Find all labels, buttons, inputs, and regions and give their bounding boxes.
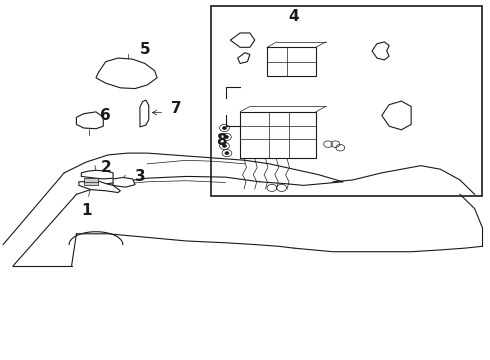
Text: 4: 4 [289, 9, 299, 24]
Polygon shape [240, 112, 316, 158]
Polygon shape [267, 47, 316, 76]
Polygon shape [230, 33, 255, 47]
Polygon shape [238, 53, 250, 63]
Text: 1: 1 [81, 203, 92, 218]
Bar [211, 6, 482, 196]
Polygon shape [79, 181, 121, 193]
Text: 7: 7 [172, 101, 182, 116]
Text: 3: 3 [135, 169, 145, 184]
Polygon shape [84, 178, 98, 185]
Circle shape [224, 135, 228, 138]
Text: 5: 5 [140, 42, 150, 57]
Circle shape [222, 127, 226, 130]
Text: 2: 2 [100, 160, 111, 175]
Polygon shape [76, 112, 103, 129]
Circle shape [222, 144, 226, 147]
Text: 6: 6 [100, 108, 111, 123]
Polygon shape [140, 100, 149, 127]
Polygon shape [96, 58, 157, 89]
Polygon shape [81, 170, 113, 179]
Polygon shape [113, 177, 135, 187]
Circle shape [225, 152, 229, 154]
Text: 8: 8 [216, 133, 227, 148]
Polygon shape [372, 42, 389, 60]
Polygon shape [382, 101, 411, 130]
